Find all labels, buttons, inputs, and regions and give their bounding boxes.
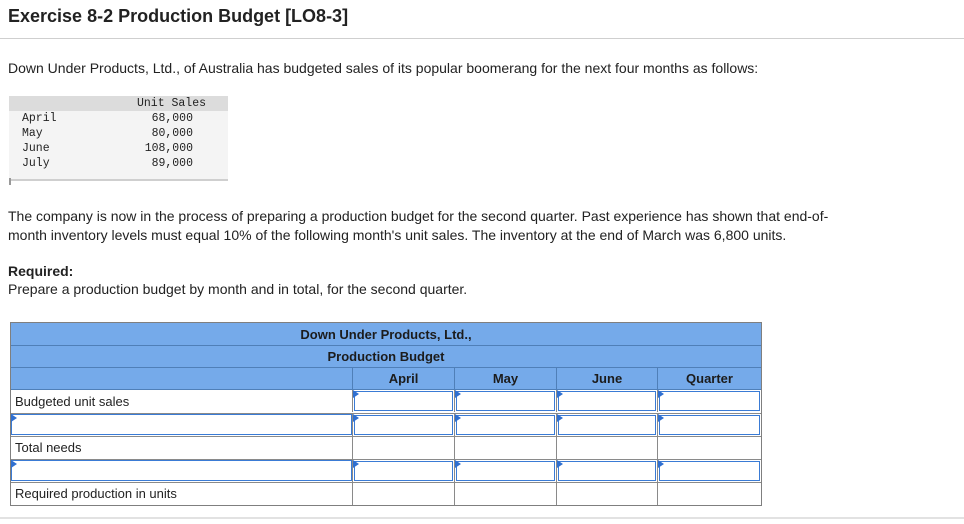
april-cell <box>352 437 454 459</box>
budget-row-label: Budgeted unit sales <box>15 394 130 409</box>
budget-company-name: Down Under Products, Ltd., <box>11 323 761 346</box>
sales-row: April 68,000 <box>9 111 228 126</box>
sales-row: June 108,000 <box>9 141 228 156</box>
inventory-policy-text: The company is now in the process of pre… <box>8 207 956 245</box>
june-input[interactable] <box>558 415 656 435</box>
april-cell[interactable] <box>352 414 454 436</box>
input-marker-icon <box>353 390 359 398</box>
april-input[interactable] <box>354 391 453 411</box>
sales-row: May 80,000 <box>9 126 228 141</box>
budget-row-label: Total needs <box>15 440 82 455</box>
unit-sales-header: Unit Sales <box>9 96 228 111</box>
april-input[interactable] <box>354 415 453 435</box>
sales-row: July 89,000 <box>9 156 228 171</box>
page-bottom-rule <box>0 517 964 519</box>
column-header-quarter: Quarter <box>657 368 761 389</box>
sales-units: 68,000 <box>151 112 193 125</box>
input-marker-icon <box>353 414 359 422</box>
unit-sales-table: Unit Sales April 68,000 May 80,000 June … <box>9 96 228 185</box>
may-cell[interactable] <box>454 414 556 436</box>
may-cell <box>454 437 556 459</box>
sales-month: May <box>22 127 43 140</box>
input-marker-icon <box>557 414 563 422</box>
june-cell[interactable] <box>556 460 657 482</box>
budget-column-header-row: April May June Quarter <box>11 368 761 390</box>
input-marker-icon <box>11 460 17 468</box>
required-label: Required: <box>8 263 74 279</box>
column-header-april: April <box>352 368 454 389</box>
quarter-cell[interactable] <box>657 460 761 482</box>
row-label-input[interactable] <box>11 414 352 435</box>
sales-table-tick <box>9 178 11 185</box>
sales-units: 108,000 <box>144 142 193 155</box>
may-input[interactable] <box>456 415 555 435</box>
sales-month: July <box>22 157 50 170</box>
june-input[interactable] <box>558 391 656 411</box>
june-input[interactable] <box>558 461 656 481</box>
inventory-policy-line-1: The company is now in the process of pre… <box>8 208 829 224</box>
input-marker-icon <box>557 460 563 468</box>
quarter-cell <box>657 483 761 505</box>
sales-table-blank-row <box>9 171 228 179</box>
budget-row-required-production: Required production in units <box>11 483 761 505</box>
input-marker-icon <box>658 460 664 468</box>
input-marker-icon <box>658 390 664 398</box>
sales-table-bottom-rule <box>9 179 228 181</box>
may-input[interactable] <box>456 461 555 481</box>
quarter-input[interactable] <box>659 461 760 481</box>
input-marker-icon <box>455 414 461 422</box>
april-input[interactable] <box>354 461 453 481</box>
required-text: Prepare a production budget by month and… <box>8 281 468 297</box>
budget-row-input-2 <box>11 460 761 483</box>
june-cell[interactable] <box>556 414 657 436</box>
may-cell[interactable] <box>454 460 556 482</box>
june-cell[interactable] <box>556 390 657 412</box>
quarter-input[interactable] <box>659 415 760 435</box>
budget-title: Production Budget <box>11 346 761 368</box>
quarter-cell <box>657 437 761 459</box>
june-cell <box>556 437 657 459</box>
inventory-policy-line-2: month inventory levels must equal 10% of… <box>8 227 787 243</box>
input-marker-icon <box>455 390 461 398</box>
sales-units: 89,000 <box>151 157 193 170</box>
input-marker-icon <box>353 460 359 468</box>
budget-row-budgeted-unit-sales: Budgeted unit sales <box>11 390 761 414</box>
unit-sales-header-label: Unit Sales <box>136 97 206 110</box>
sales-units: 80,000 <box>151 127 193 140</box>
may-cell[interactable] <box>454 390 556 412</box>
may-input[interactable] <box>456 391 555 411</box>
exercise-title: Exercise 8-2 Production Budget [LO8-3] <box>8 6 349 26</box>
row-label-input[interactable] <box>11 460 352 481</box>
budget-row-total-needs: Total needs <box>11 437 761 460</box>
quarter-input[interactable] <box>659 391 760 411</box>
sales-month: June <box>22 142 50 155</box>
production-budget-table: Down Under Products, Ltd., Production Bu… <box>10 322 762 506</box>
quarter-cell[interactable] <box>657 414 761 436</box>
input-marker-icon <box>11 414 17 422</box>
budget-row-input-1 <box>11 414 761 437</box>
april-cell[interactable] <box>352 390 454 412</box>
input-marker-icon <box>455 460 461 468</box>
sales-month: April <box>22 112 57 125</box>
april-cell <box>352 483 454 505</box>
input-marker-icon <box>658 414 664 422</box>
input-marker-icon <box>557 390 563 398</box>
june-cell <box>556 483 657 505</box>
title-divider <box>0 38 964 39</box>
quarter-cell[interactable] <box>657 390 761 412</box>
column-header-june: June <box>556 368 657 389</box>
column-header-may: May <box>454 368 556 389</box>
budget-row-label: Required production in units <box>15 486 177 501</box>
intro-text: Down Under Products, Ltd., of Australia … <box>8 60 759 76</box>
april-cell[interactable] <box>352 460 454 482</box>
may-cell <box>454 483 556 505</box>
